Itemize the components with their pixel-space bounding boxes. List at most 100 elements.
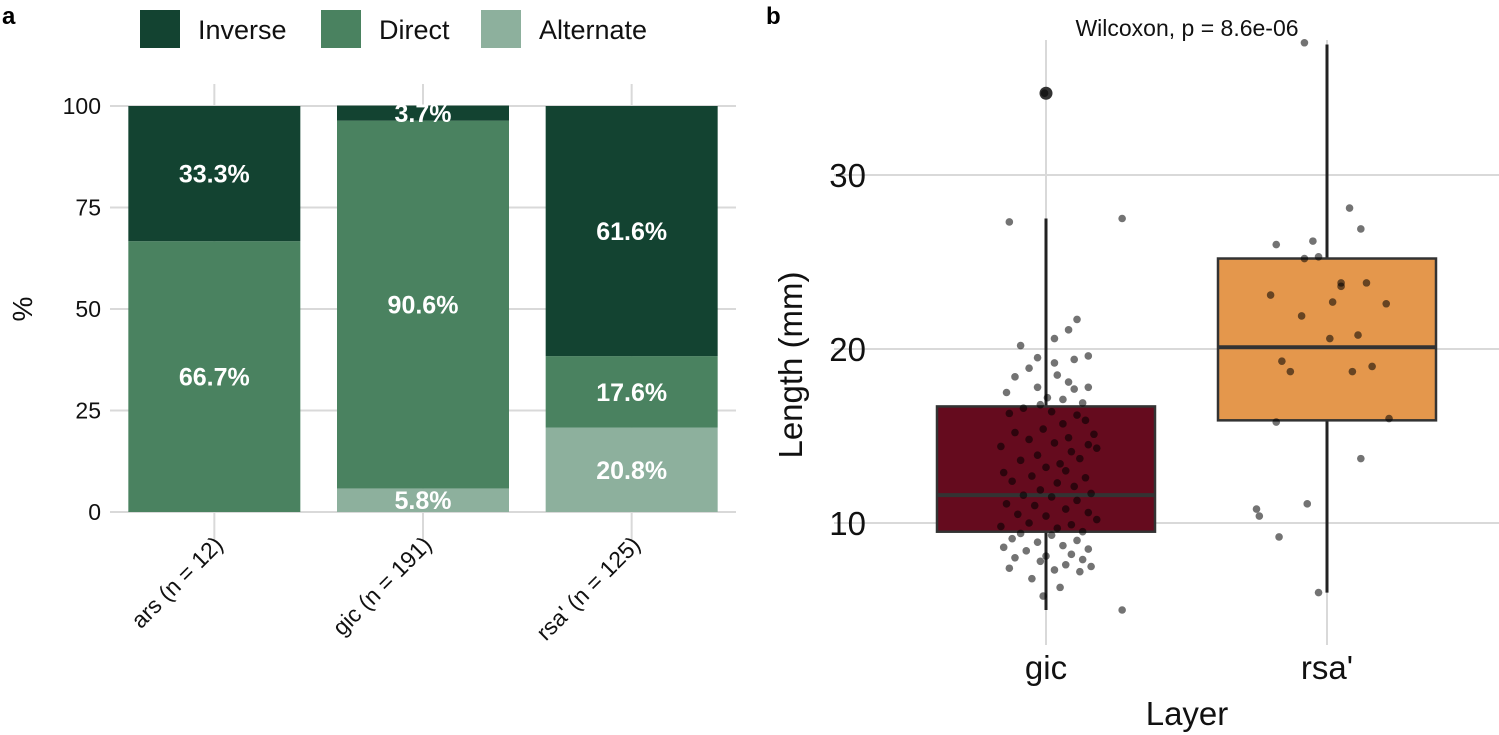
point-rsa-25	[1255, 512, 1264, 520]
point-gic-34	[1050, 439, 1059, 447]
point-rsa-5	[1314, 252, 1323, 261]
point-gic-20	[1059, 395, 1067, 404]
point-gic-26	[1005, 409, 1014, 418]
bar-gic-n-191-alternate	[337, 488, 509, 512]
point-gic-2	[1005, 218, 1014, 226]
point-gic-54	[1047, 493, 1056, 501]
point-gic-24	[1047, 407, 1056, 416]
point-gic-64	[1067, 520, 1076, 529]
point-gic-70	[1008, 534, 1016, 543]
point-gic-38	[1067, 447, 1076, 456]
point-gic-46	[1028, 472, 1036, 480]
point-gic-10	[1050, 359, 1059, 367]
point-gic-25	[1073, 411, 1081, 419]
point-gic-29	[1039, 425, 1047, 433]
bar-label-gic-n-191-inverse: 3.7%	[395, 100, 452, 128]
panel-b-x-tick-labels: gic rsa'	[1025, 649, 1353, 686]
point-gic-59	[1084, 508, 1093, 517]
point-gic-67	[1078, 527, 1087, 536]
point-rsa-14	[1354, 331, 1362, 339]
point-gic-15	[1033, 383, 1042, 392]
point-gic-48	[1008, 477, 1016, 486]
point-gic-17	[1084, 383, 1093, 392]
panel-b-x-axis-label: Layer	[1146, 695, 1229, 732]
point-gic-4	[1064, 326, 1073, 334]
point-gic-88	[1056, 583, 1064, 592]
panel-a-stacked-bar-chart: 66.7% 33.3% 5.8% 90.6% 3.7% 20.8% 17.6% 61.6% 0…	[7, 10, 736, 645]
point-gic-14	[1064, 378, 1073, 386]
point-gic-13	[1011, 373, 1019, 381]
point-rsa-23	[1303, 500, 1312, 508]
panel-a-y-tick-0: 0	[88, 499, 101, 525]
point-gic-11	[1025, 364, 1033, 372]
bar-ars-n-12-inverse	[128, 106, 301, 242]
bar-label-rsa-n-125-inverse: 61.6%	[596, 218, 667, 246]
panel-a-y-tick-labels: 0 25 50 75 100	[63, 93, 101, 525]
point-gic-89	[1039, 592, 1047, 600]
point-rsa-15	[1326, 334, 1334, 343]
bar-label-gic-n-191-direct: 90.6%	[388, 292, 459, 320]
point-rsa-0	[1300, 38, 1309, 47]
point-gic-18	[1002, 388, 1011, 397]
point-gic-63	[1025, 519, 1033, 527]
point-rsa-9	[1362, 279, 1371, 287]
bar-rsa-n-125-inverse	[545, 106, 718, 357]
point-gic-27	[1081, 416, 1090, 425]
point-gic-12	[1053, 371, 1062, 379]
point-gic-44	[1061, 467, 1070, 475]
point-rsa-17	[1278, 357, 1286, 365]
legend-label-direct: Direct	[379, 15, 450, 45]
point-gic-80	[1078, 555, 1087, 564]
point-rsa-19	[1348, 367, 1357, 376]
point-gic-47	[1081, 473, 1090, 482]
panel-a-y-tick-100: 100	[63, 93, 101, 119]
panel-b-jitter-points	[997, 38, 1393, 614]
panel-a-x-tick-labels: ars (n = 12) gic (n = 191) rsa' (n = 125)	[126, 531, 645, 645]
point-gic-62	[1092, 515, 1101, 524]
point-gic-3	[1073, 315, 1081, 324]
panel-b-y-tick-labels: 10 20 30	[829, 157, 866, 542]
point-gic-36	[1092, 444, 1101, 452]
legend-swatch-direct	[321, 10, 361, 48]
panel-b-test-annotation: Wilcoxon, p = 8.6e-06	[1075, 15, 1298, 41]
point-gic-86	[1076, 567, 1084, 576]
point-gic-41	[1016, 456, 1025, 465]
point-rsa-18	[1286, 367, 1295, 376]
bar-gic-n-191-inverse	[337, 105, 509, 121]
point-gic-51	[1036, 486, 1045, 494]
point-gic-49	[1053, 479, 1062, 487]
point-rsa-10	[1337, 282, 1345, 291]
point-gic-32	[1064, 433, 1073, 442]
point-gic-43	[1042, 463, 1050, 472]
panel-b-x-tick-gic: gic	[1025, 649, 1067, 686]
point-gic-23	[1019, 404, 1028, 412]
point-gic-65	[997, 522, 1005, 531]
point-rsa-27	[1314, 588, 1323, 597]
point-gic-0	[1040, 89, 1049, 98]
point-rsa-20	[1272, 418, 1281, 426]
panel-b-y-tick-20: 20	[829, 331, 866, 368]
panel-b-y-axis-label: Length (mm)	[772, 271, 809, 458]
point-gic-37	[997, 442, 1005, 451]
bar-rsa-n-125-direct	[545, 356, 718, 428]
point-rsa-4	[1309, 237, 1317, 245]
point-rsa-3	[1272, 240, 1281, 249]
panel-b-y-tick-10: 10	[829, 505, 866, 542]
point-rsa-1	[1345, 204, 1354, 212]
point-gic-53	[1019, 491, 1028, 499]
point-rsa-6	[1300, 254, 1309, 263]
point-gic-28	[1059, 420, 1067, 428]
point-gic-1	[1118, 214, 1126, 223]
point-gic-39	[1033, 451, 1042, 459]
bar-ars-n-12-direct	[128, 241, 301, 512]
point-gic-87	[1028, 574, 1036, 583]
point-rsa-21	[1385, 414, 1393, 423]
panel-b-x-tick-rsa: rsa'	[1301, 649, 1353, 686]
bar-label-ars-n-12-inverse: 33.3%	[179, 161, 250, 189]
panel-a-y-tick-50: 50	[75, 296, 101, 322]
point-gic-84	[1005, 564, 1014, 573]
point-gic-76	[1022, 547, 1031, 555]
point-rsa-12	[1382, 299, 1391, 308]
point-gic-77	[1067, 550, 1076, 559]
